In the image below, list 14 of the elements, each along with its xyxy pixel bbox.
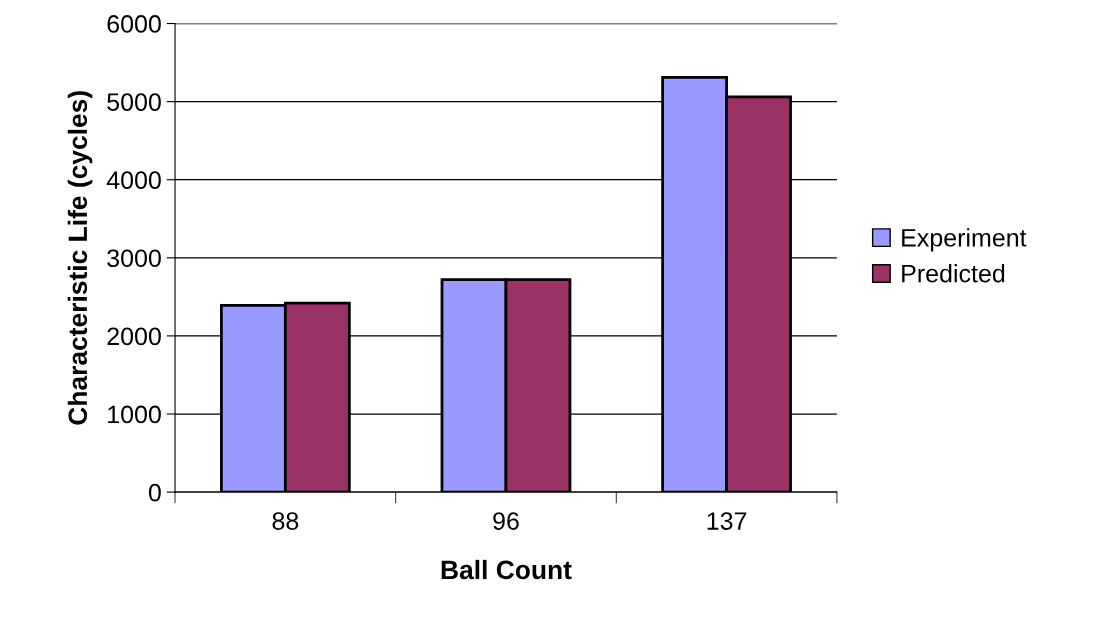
y-tick-label: 3000 bbox=[107, 249, 161, 268]
y-tick-label: 0 bbox=[148, 483, 161, 502]
y-tick-label: 5000 bbox=[107, 93, 161, 111]
y-tick-label: 2000 bbox=[107, 327, 161, 346]
legend-label: Predicted bbox=[902, 264, 1005, 283]
y-tick-label: 6000 bbox=[107, 15, 161, 33]
x-tick-label: 137 bbox=[707, 512, 747, 530]
y-tick-label: 4000 bbox=[106, 171, 161, 190]
x-tick-label: 96 bbox=[493, 512, 519, 530]
x-tick-label: 88 bbox=[272, 512, 299, 530]
y-axis-title: Characteristic Life (cycles) bbox=[67, 91, 93, 425]
x-axis-title: Ball Count bbox=[441, 559, 572, 580]
y-tick-label: 1000 bbox=[108, 405, 161, 424]
legend-label: Experiment bbox=[902, 228, 1027, 252]
